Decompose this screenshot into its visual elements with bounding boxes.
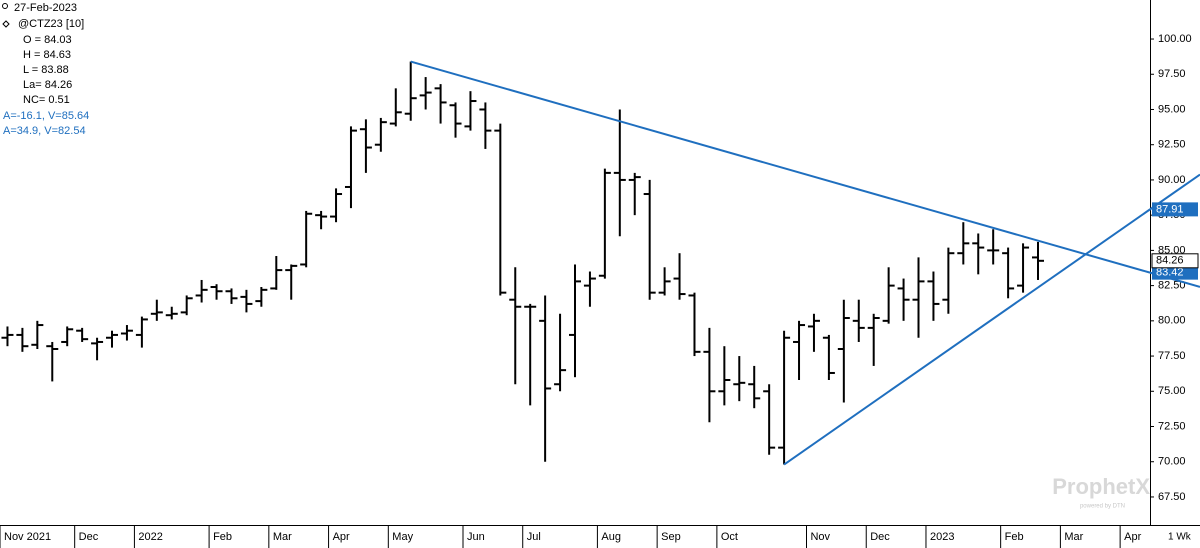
price-tag [1152, 265, 1198, 280]
x-tick-label: Nov [810, 531, 830, 543]
study-line: A=34.9, V=82.54 [3, 125, 86, 137]
x-tick-label: Apr [333, 531, 350, 543]
y-tick-label: 97.50 [1158, 68, 1186, 80]
x-tick-label: Feb [213, 531, 232, 543]
info-line: La= 84.26 [23, 79, 72, 91]
x-tick-label: Dec [870, 531, 890, 543]
x-tick-label: Mar [273, 531, 292, 543]
x-tick-label: Apr [1124, 531, 1141, 543]
y-tick-label: 90.00 [1158, 174, 1186, 186]
x-tick-label: Jun [467, 531, 485, 543]
watermark-sub: powered by DTN [1080, 504, 1125, 510]
x-tick-label: Jul [527, 531, 541, 543]
x-tick-label: Sep [661, 531, 681, 543]
x-tick-label: Nov 2021 [4, 531, 51, 543]
y-tick-label: 72.50 [1158, 420, 1186, 432]
price-tag-label: 87.91 [1156, 203, 1184, 215]
icon [2, 20, 10, 28]
y-tick-label: 67.50 [1158, 491, 1186, 503]
price-tag-label: 83.42 [1156, 267, 1184, 279]
trendline [783, 208, 1151, 466]
info-line: L = 83.88 [23, 64, 69, 76]
info-date: 27-Feb-2023 [14, 2, 77, 14]
y-tick-label: 92.50 [1158, 139, 1186, 151]
info-bg [0, 0, 100, 140]
x-tick-label: May [392, 531, 413, 543]
watermark: ProphetX [1052, 474, 1150, 499]
x-tick-label: Feb [1005, 531, 1024, 543]
y-tick-label: 75.00 [1158, 385, 1186, 397]
y-tick-label: 82.50 [1158, 280, 1186, 292]
price-tag [1152, 202, 1198, 217]
period-label: 1 Wk [1168, 532, 1192, 543]
info-line: O = 84.03 [23, 34, 72, 46]
x-tick-label: 2022 [138, 531, 162, 543]
y-tick-label: 100.00 [1158, 33, 1192, 45]
y-tick-label: 95.00 [1158, 103, 1186, 115]
y-tick-label: 70.00 [1158, 456, 1186, 468]
study-line: A=-16.1, V=85.64 [3, 110, 89, 122]
info-box: 27-Feb-2023 @CTZ23 [10] O = 84.03 H = 84… [0, 0, 100, 140]
info-line: NC= 0.51 [23, 94, 70, 106]
x-tick-label: 2023 [930, 531, 954, 543]
y-tick-label: 80.00 [1158, 315, 1186, 327]
info-line: H = 84.63 [23, 49, 71, 61]
trendline [410, 60, 1151, 274]
y-tick-label: 77.50 [1158, 350, 1186, 362]
price-tag [1151, 253, 1199, 269]
x-tick-label: Mar [1064, 531, 1083, 543]
x-tick-label: Aug [601, 531, 621, 543]
info-symbol: @CTZ23 [10] [18, 18, 84, 30]
x-tick-label: Oct [721, 531, 738, 543]
price-tag-label: 84.26 [1156, 255, 1184, 267]
y-tick-label: 85.00 [1158, 244, 1186, 256]
icon [2, 3, 8, 9]
x-tick-label: Dec [79, 531, 99, 543]
